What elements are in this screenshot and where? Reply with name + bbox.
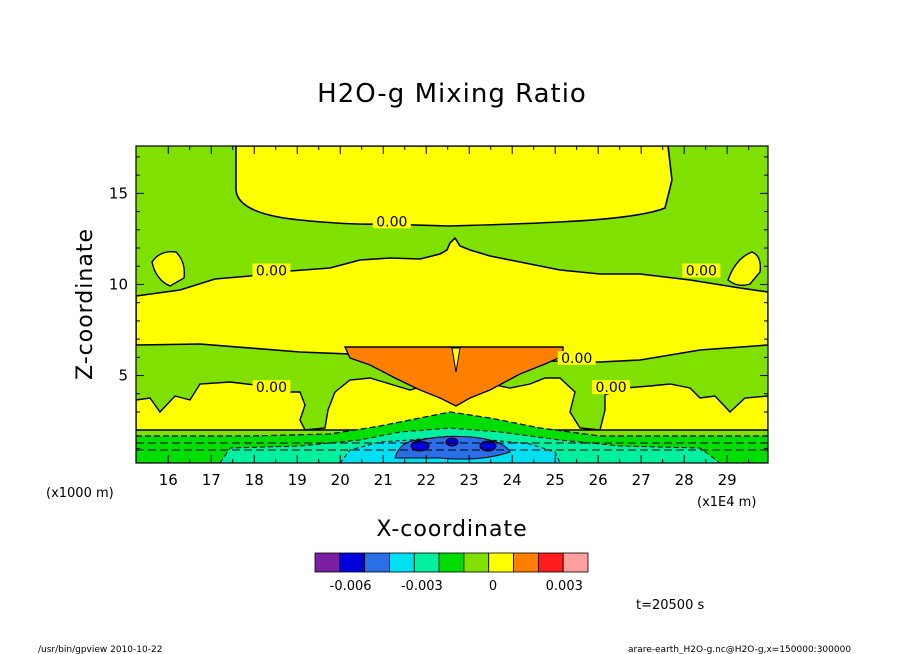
x-tick-label: 25 [546, 471, 565, 489]
colorbar-swatch [413, 552, 440, 573]
x-axis-label: X-coordinate [376, 517, 527, 542]
colorbar-tick-label: 0.003 [546, 579, 583, 594]
contour-label: 0.00 [595, 380, 626, 396]
field-minimum-3 [445, 437, 459, 447]
footer-right: arare-earth_H2O-g.nc@H2O-g,x=150000:3000… [628, 645, 851, 654]
y-tick-label: 5 [118, 367, 128, 385]
plot-area [136, 146, 768, 463]
colorbar-swatch [537, 552, 564, 573]
x-tick-label: 22 [417, 471, 436, 489]
time-label: t=20500 s [636, 598, 704, 613]
y-tick-label: 10 [109, 275, 128, 293]
x-tick-label: 26 [589, 471, 608, 489]
contour-label-bg [682, 263, 721, 278]
contour-label-bg [252, 380, 291, 395]
colorbar: -0.006 -0.003 0 0.003 [314, 552, 589, 594]
contour-label: 0.00 [376, 214, 407, 230]
field-region-left-lobe [151, 251, 186, 287]
x-axis: 16 17 18 19 20 21 22 23 24 25 26 27 28 29 [159, 146, 750, 489]
x-tick-label: 24 [503, 471, 522, 489]
y-axis: 5 10 15 [109, 156, 768, 449]
y-unit-label: (x1000 m) [46, 486, 114, 501]
chart-title: H2O-g Mixing Ratio [317, 79, 587, 109]
x-tick-label: 19 [288, 471, 307, 489]
x-tick-label: 17 [202, 471, 221, 489]
field-region-right-lobe [727, 251, 762, 287]
colorbar-swatch [438, 552, 465, 573]
contour-label-bg [252, 263, 291, 278]
x-tick-label: 16 [159, 471, 178, 489]
contour-label: 0.00 [256, 264, 287, 280]
footer-left: /usr/bin/gpview 2010-10-22 [38, 645, 162, 654]
x-tick-label: 21 [374, 471, 393, 489]
contour-label: 0.00 [561, 351, 592, 367]
contour-label-bg [372, 214, 411, 229]
colorbar-swatch [389, 552, 415, 573]
plot-frame [135, 145, 769, 464]
y-axis-label: Z-coordinate [73, 228, 98, 380]
x-tick-label: 28 [675, 471, 694, 489]
field-orange-notch [451, 347, 461, 373]
contour-label: 0.00 [256, 380, 287, 396]
colorbar-swatch [562, 552, 589, 573]
contour-labels: 0.000.00 0.000.000.00 0.00 [252, 214, 721, 396]
colorbar-swatch [364, 552, 390, 573]
colorbar-tick-label: -0.006 [330, 579, 372, 594]
field-region-upper [235, 146, 673, 227]
colorbar-swatch [339, 552, 366, 573]
x-tick-label: 29 [718, 471, 737, 489]
colorbar-swatch [488, 552, 514, 573]
x-tick-label: 27 [632, 471, 651, 489]
x-tick-label: 20 [331, 471, 350, 489]
contour-label: 0.00 [686, 264, 717, 280]
colorbar-tick-label: -0.003 [401, 579, 443, 594]
colorbar-swatch [463, 552, 490, 573]
colorbar-swatch [513, 552, 539, 573]
colorbar-tick-label: 0 [489, 579, 497, 594]
contour-label-bg [557, 350, 596, 365]
x-tick-label: 18 [245, 471, 264, 489]
y-tick-label: 15 [109, 184, 128, 202]
colorbar-swatch [314, 552, 341, 573]
x-unit-label: (x1E4 m) [697, 495, 756, 510]
contour-label-bg [592, 380, 631, 395]
x-tick-label: 23 [460, 471, 479, 489]
